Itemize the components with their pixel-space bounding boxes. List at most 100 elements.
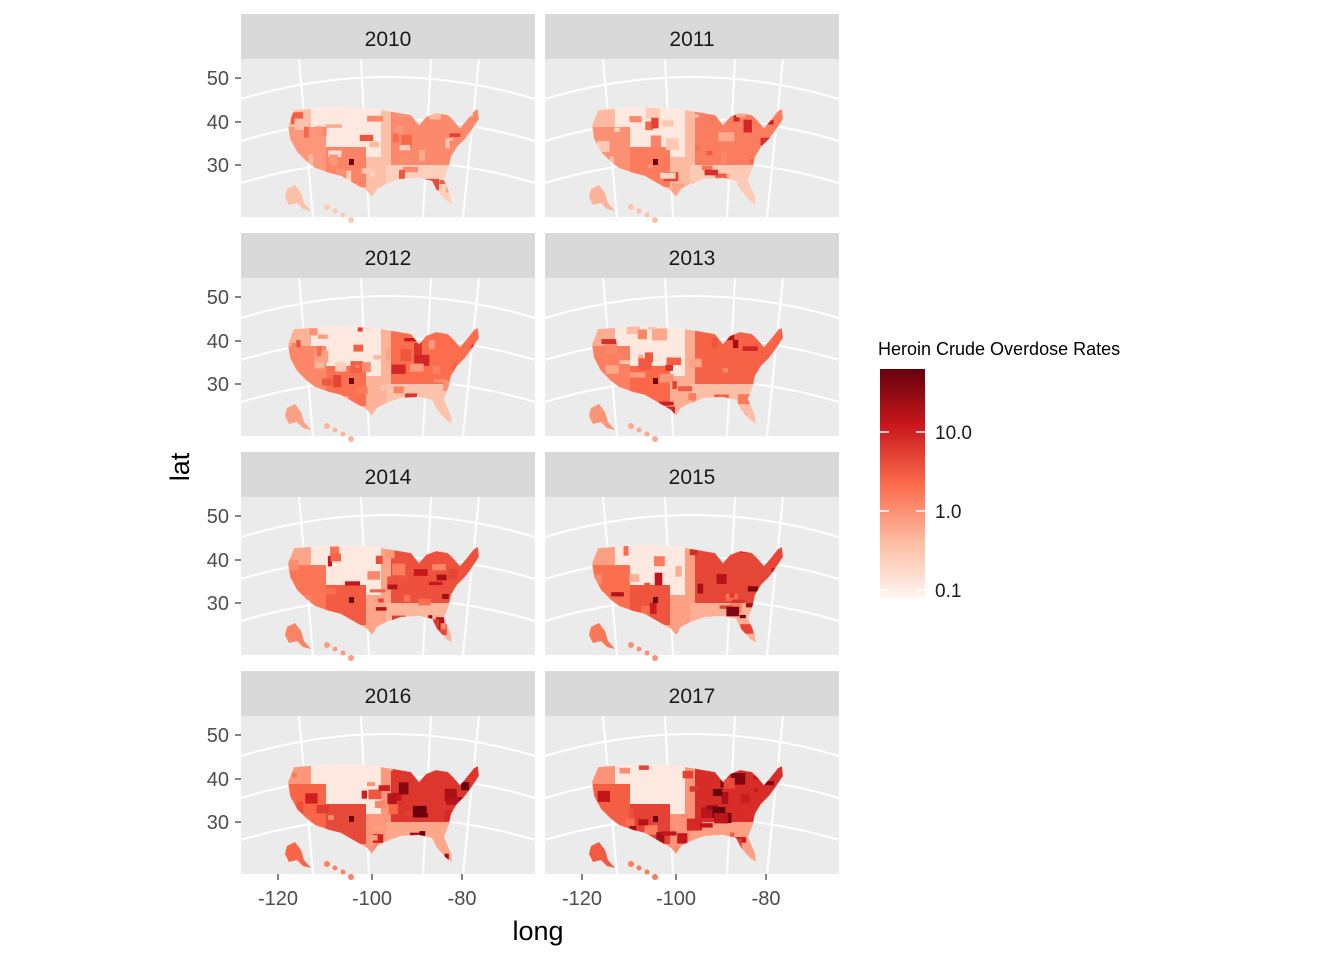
- county-patch: [393, 125, 404, 134]
- county-patch: [444, 788, 457, 802]
- county-patch: [291, 773, 298, 778]
- county-patch: [701, 165, 713, 171]
- county-patch: [375, 607, 387, 611]
- county-patch: [305, 793, 318, 804]
- y-tick-label: 30: [207, 812, 229, 834]
- hawaii-island: [332, 208, 338, 214]
- county-patch: [414, 343, 422, 356]
- us-outline: [591, 106, 784, 206]
- county-patch: [361, 790, 367, 799]
- county-patch: [372, 834, 384, 843]
- facet-strip-label: 2014: [365, 466, 412, 489]
- parallel-line: [544, 76, 840, 100]
- y-tick-label: 50: [207, 506, 229, 528]
- county-patch: [592, 574, 602, 585]
- county-patch: [765, 120, 774, 125]
- county-patch: [644, 352, 653, 363]
- county-patch: [344, 581, 360, 586]
- facet-strip: [241, 671, 535, 716]
- county-patch: [314, 362, 325, 369]
- facet-strip-label: 2015: [669, 466, 716, 489]
- county-patch: [619, 767, 630, 774]
- county-patch: [726, 606, 740, 617]
- alaska-shape: [589, 623, 615, 649]
- county-patch: [628, 808, 634, 819]
- hawaii-island: [628, 423, 634, 429]
- us-outline: [287, 325, 480, 425]
- county-patch: [742, 346, 758, 351]
- y-tick-label: 30: [207, 593, 229, 615]
- county-patch: [740, 624, 754, 634]
- hawaii-island: [644, 650, 650, 656]
- county-patch: [392, 792, 402, 801]
- hawaii-island: [348, 436, 354, 442]
- county-patch: [387, 584, 398, 590]
- county-patch: [373, 355, 389, 360]
- county-patch: [448, 569, 458, 580]
- county-patch: [369, 141, 380, 148]
- county-patch: [367, 782, 376, 787]
- y-tick-label: 40: [207, 769, 229, 791]
- hotspot: [349, 159, 354, 165]
- county-patch: [368, 789, 382, 800]
- county-patch: [659, 401, 674, 406]
- county-patch: [304, 595, 312, 600]
- county-patch: [333, 375, 342, 388]
- county-patch: [739, 614, 746, 619]
- y-tick-label: 40: [207, 112, 229, 134]
- county-patch: [317, 334, 328, 339]
- x-tick-label: -100: [352, 888, 392, 910]
- county-patch: [614, 127, 620, 132]
- county-patch: [329, 154, 338, 166]
- county-patch: [345, 170, 352, 183]
- county-patch: [601, 339, 617, 344]
- hawaii-island: [340, 869, 346, 875]
- us-outline: [287, 763, 480, 863]
- y-tick-label: 50: [207, 725, 229, 747]
- facet-strip-label: 2012: [365, 247, 412, 270]
- county-patch: [385, 348, 391, 360]
- y-axis-label: lat: [165, 452, 195, 481]
- parallel-line: [544, 514, 840, 538]
- county-patch: [661, 120, 674, 127]
- county-patch: [367, 571, 380, 580]
- county-patch: [629, 574, 640, 582]
- county-patch: [730, 832, 735, 840]
- county-patch: [654, 572, 663, 586]
- county-patch: [654, 556, 665, 567]
- hawaii-island: [348, 217, 354, 223]
- county-patch: [316, 346, 322, 357]
- county-patch: [435, 617, 445, 630]
- county-patch: [638, 819, 649, 826]
- county-patch: [436, 574, 447, 581]
- hawaii-island: [636, 865, 642, 871]
- county-patch: [428, 340, 435, 350]
- county-patch: [701, 807, 717, 818]
- hotspot: [653, 816, 658, 822]
- county-patch: [400, 349, 412, 362]
- county-patch: [706, 150, 713, 156]
- hawaii-island: [324, 861, 330, 867]
- legend: Heroin Crude Overdose Rates 10.0 1.0 0.1: [878, 339, 1120, 602]
- y-tick-label: 40: [207, 331, 229, 353]
- county-patch: [677, 833, 688, 844]
- x-axis-label: long: [512, 916, 563, 946]
- county-patch: [296, 340, 301, 348]
- facet-panel: 2016: [240, 671, 536, 880]
- county-patch: [637, 329, 647, 340]
- county-patch: [743, 119, 752, 133]
- parallel-line: [240, 76, 536, 100]
- county-patch: [651, 328, 667, 341]
- county-patch: [597, 790, 610, 802]
- facet-panel: 2012: [240, 233, 536, 442]
- county-patch: [432, 564, 446, 571]
- county-patch: [681, 814, 687, 818]
- county-patch: [439, 180, 450, 184]
- hawaii-island: [652, 655, 658, 661]
- county-patch: [322, 378, 333, 386]
- facet-strip-label: 2017: [669, 685, 716, 708]
- county-patch: [711, 337, 718, 348]
- county-patch: [726, 334, 735, 341]
- county-patch: [414, 355, 430, 366]
- county-patch: [682, 770, 694, 779]
